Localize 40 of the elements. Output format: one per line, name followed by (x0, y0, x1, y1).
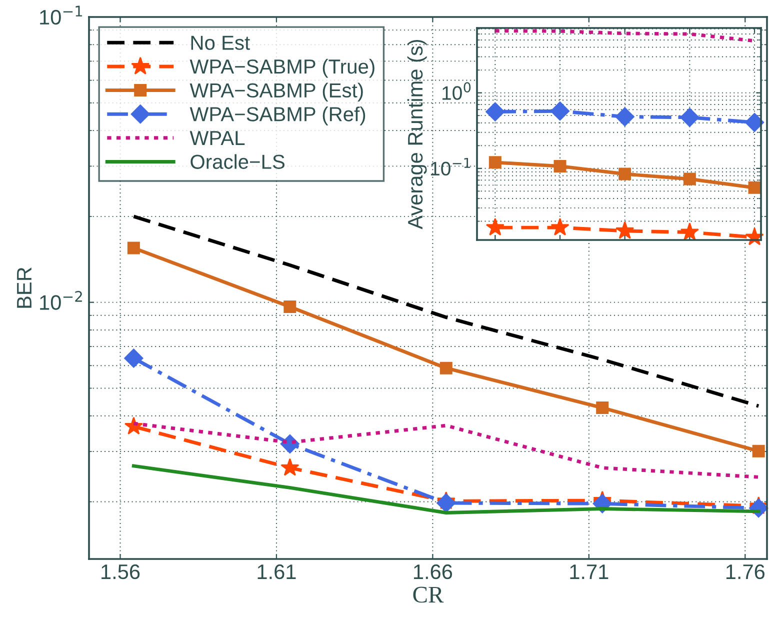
point (488, 156, 502, 169)
legend-label: WPA−SABMP (Ref) (190, 106, 366, 126)
legend-label: WPA−SABMP (True) (190, 58, 374, 78)
point (616, 221, 634, 239)
point (752, 444, 765, 458)
x-tick-label: 1.76 (726, 564, 764, 580)
y-axis-title: Average Runtime (s) (407, 40, 427, 230)
x-tick-label: 1.66 (414, 564, 452, 580)
point (748, 181, 761, 194)
point (744, 112, 764, 132)
legend-label: WPA−SABMP (Est) (190, 82, 363, 102)
point (486, 102, 505, 122)
point (550, 102, 570, 121)
legend-label: No Est (191, 36, 250, 50)
point (596, 402, 609, 414)
point (618, 168, 632, 180)
point (683, 172, 696, 186)
y-tick-label: 10$^{−2}$ (40, 290, 82, 310)
point (436, 493, 456, 513)
legend-label: Oracle−LS (190, 154, 284, 169)
point (680, 222, 699, 240)
point (550, 218, 570, 236)
y-tick-label: 10$^{−1}$ (431, 158, 470, 176)
y-axis-title: BER (17, 268, 32, 308)
point (615, 107, 634, 126)
point (280, 458, 300, 476)
x-axis-title: CR (413, 586, 444, 603)
x-tick-label: 1.61 (258, 564, 296, 580)
y-tick-label: 10$^{−1}$ (40, 6, 82, 25)
point (440, 362, 452, 374)
point (680, 108, 700, 127)
x-tick-label: 1.56 (102, 564, 140, 580)
point (554, 160, 566, 172)
legend-label: WPAL (190, 131, 245, 145)
point (486, 218, 504, 236)
x-tick-label: 1.71 (570, 564, 608, 579)
point (127, 242, 140, 254)
y-tick-label: 10$^{0}$ (442, 82, 471, 100)
point (124, 348, 144, 368)
point (284, 300, 296, 313)
